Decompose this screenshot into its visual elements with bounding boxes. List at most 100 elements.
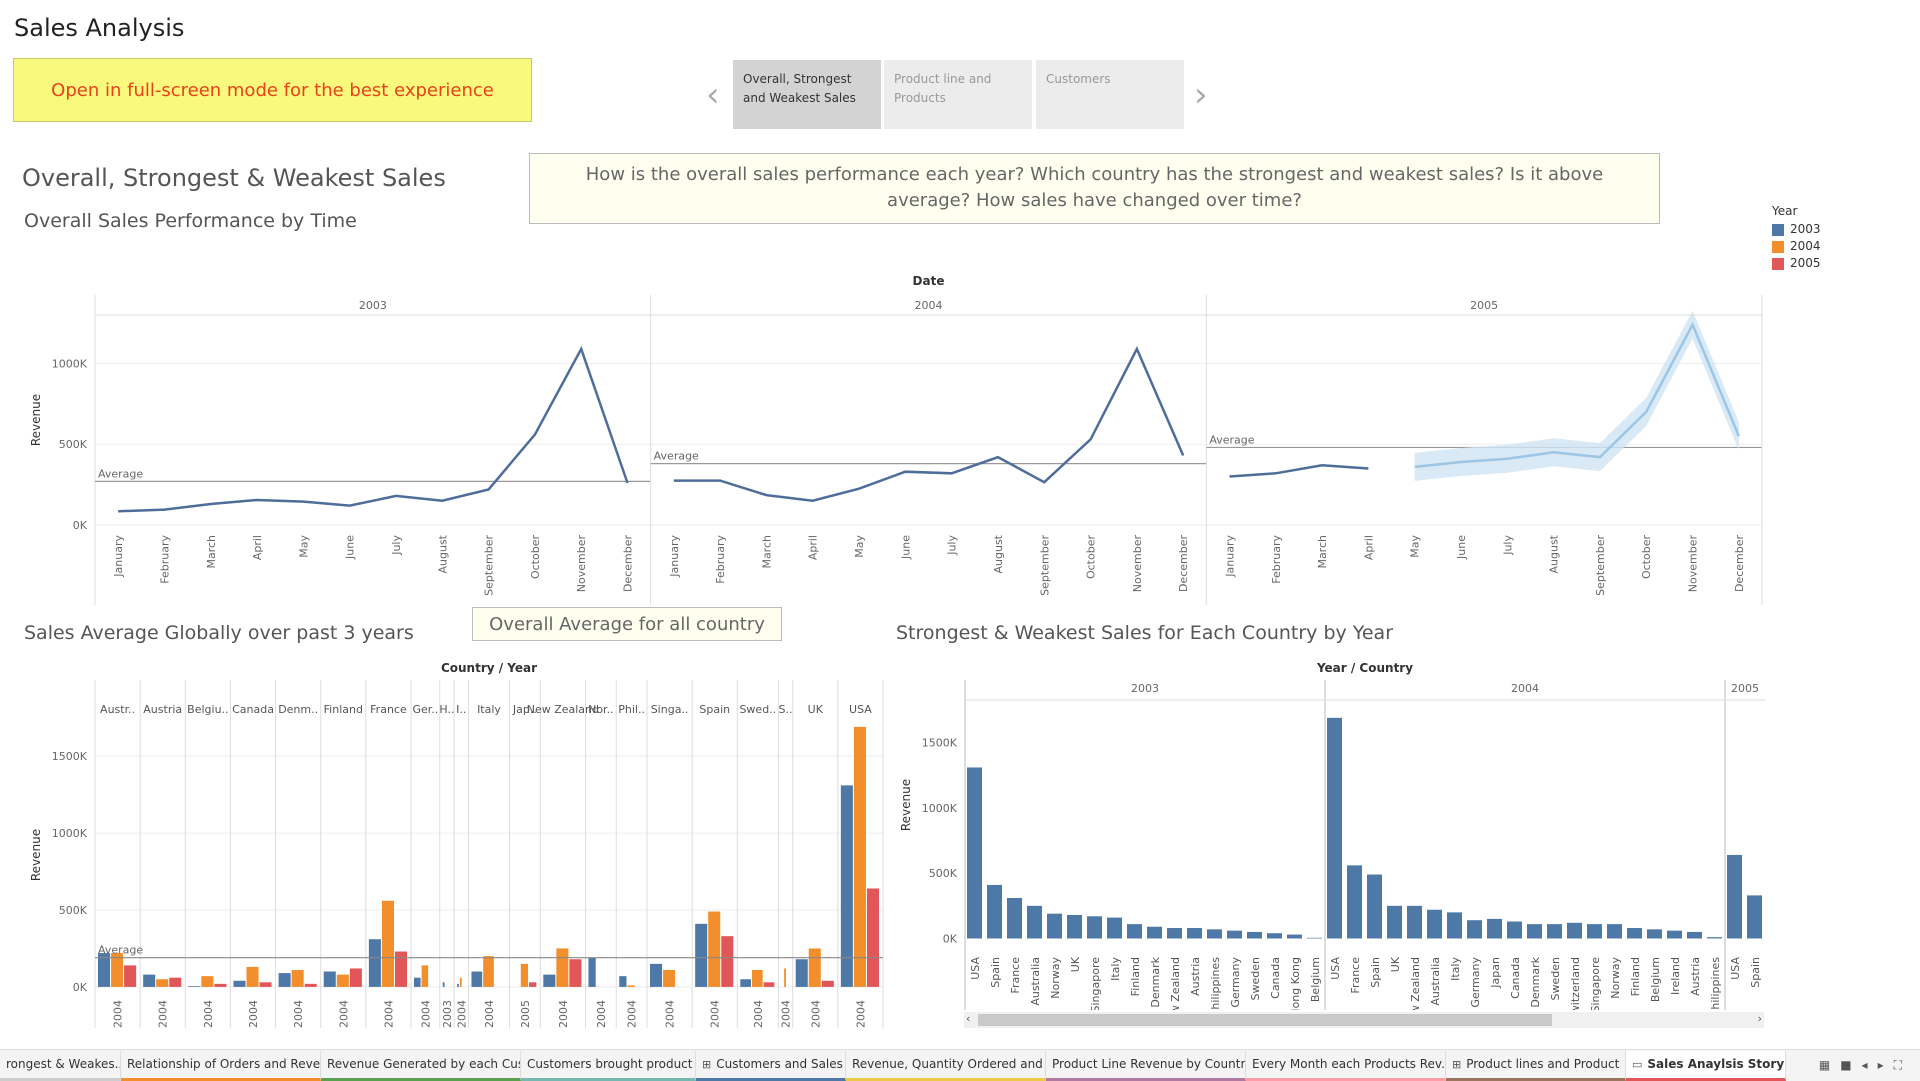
tab-product-line-country[interactable]: Product Line Revenue by Country: [1046, 1050, 1246, 1081]
tab-product-lines[interactable]: ⊞ Product lines and Product: [1446, 1050, 1626, 1081]
x-tick-label: November: [575, 535, 588, 593]
year-tick-label: 2004: [419, 1000, 432, 1028]
bar-2003-Hong Kong: [1287, 934, 1302, 939]
country-tick-label: Japan: [1489, 957, 1502, 989]
tab-monthly-products[interactable]: Every Month each Products Rev...: [1246, 1050, 1446, 1081]
tab-controls[interactable]: ▦■◂▸⛶: [1818, 1058, 1912, 1072]
tab-customers-product[interactable]: Customers brought product: [521, 1050, 696, 1081]
country-tick-label: Belgium: [1309, 957, 1322, 1002]
country-header: Ger..: [412, 703, 438, 716]
revenue-line-2005: [1229, 463, 1369, 478]
panel-header: 2003: [359, 299, 387, 312]
country-tick-label: USA: [1729, 957, 1742, 980]
bar-2003-Sweden: [1247, 931, 1262, 939]
country-header: New Zealand: [527, 703, 599, 716]
bar-Canada-2003: [233, 980, 246, 987]
question-box: How is the overall sales performance eac…: [529, 153, 1660, 224]
x-tick-label: June: [344, 535, 357, 560]
scroll-left-icon[interactable]: ‹: [966, 1012, 971, 1025]
country-header: UK: [808, 703, 824, 716]
country-tick-label: Italy: [1449, 957, 1462, 981]
y-tick-label: 1000K: [52, 827, 88, 840]
country-header: Finland: [324, 703, 363, 716]
bar-New Zealand-2005: [569, 959, 582, 987]
country-header: Nor..: [588, 703, 613, 716]
country-tick-label: USA: [1329, 957, 1342, 980]
country-tick-label: Norway: [1609, 957, 1622, 999]
x-tick-label: May: [853, 535, 866, 558]
country-tick-label: Switzerland: [1569, 957, 1582, 1010]
country-tick-label: Spain: [1369, 957, 1382, 988]
tab-orders-revenue[interactable]: Relationship of Orders and Reve...: [121, 1050, 321, 1081]
story-point-product-line[interactable]: Product line and Products: [884, 60, 1032, 129]
bar-Denm..-2004: [291, 970, 304, 987]
bar-chart-sales-average: Country / Year Revenue 0K 500K 1000K 1500K Aus…: [29, 661, 884, 1028]
panel-header: 2004: [1511, 682, 1539, 695]
bar-2004-Belgium: [1647, 929, 1662, 939]
bar-2003-Philippines: [1207, 929, 1222, 939]
year-tick-label: 2004: [382, 1000, 395, 1028]
legend-item-2004[interactable]: 2004: [1772, 239, 1821, 253]
bar-Singa..-2004: [663, 970, 676, 987]
bar-2003-Austria: [1187, 928, 1202, 939]
bar-2003-Finland: [1127, 924, 1142, 939]
bar-I..-2004: [459, 977, 462, 987]
x-tick-label: January: [1223, 535, 1236, 578]
horizontal-scrollbar[interactable]: ‹ ›: [964, 1012, 1764, 1028]
country-tick-label: Hong Kong: [1289, 957, 1302, 1010]
bar-Austria-2005: [169, 977, 182, 987]
x-tick-label: April: [251, 535, 264, 560]
bar-Austr..-2003: [98, 953, 111, 987]
chevron-right-icon[interactable]: ›: [1194, 75, 1208, 115]
story-point-overall[interactable]: Overall, Strongest and Weakest Sales: [733, 60, 881, 129]
bar-2004-Philippines: [1707, 937, 1722, 939]
chevron-left-icon[interactable]: ‹: [706, 75, 720, 115]
y-tick-label: 1000K: [52, 357, 88, 370]
line-chart-overall-sales: Date Revenue 0K 500K 1000K 2003 January Februar…: [29, 274, 1763, 605]
bar-2004-Norway: [1607, 924, 1622, 939]
tab-label: Customers and Sales: [716, 1057, 843, 1071]
y-tick-label: 1500K: [922, 737, 958, 750]
bar-2003-France: [1007, 898, 1022, 939]
story-point-customers[interactable]: Customers: [1036, 60, 1184, 129]
bar-USA-2003: [840, 785, 853, 987]
legend-item-2005[interactable]: 2005: [1772, 256, 1821, 270]
bar-2004-Singapore: [1587, 924, 1602, 939]
bar-France-2003: [368, 939, 381, 987]
x-tick-label: January: [112, 535, 125, 578]
country-tick-label: Philippines: [1709, 957, 1722, 1010]
country-header: S..: [779, 703, 793, 716]
year-tick-label: 2004: [247, 1000, 260, 1028]
bar-2003-UK: [1067, 914, 1082, 939]
bar-Austria-2004: [156, 979, 169, 987]
tab-strongest-weakest[interactable]: rongest & Weakes...: [0, 1050, 121, 1081]
x-tick-label: April: [807, 535, 820, 560]
tab-revenue-by-customer[interactable]: Revenue Generated by each Cus...: [321, 1050, 521, 1081]
scroll-thumb[interactable]: [978, 1014, 1552, 1026]
overall-average-button[interactable]: Overall Average for all country: [472, 607, 782, 641]
bar-Belgiu..-2004: [201, 976, 214, 987]
legend-swatch: [1772, 223, 1784, 236]
tab-label: Sales Anaylsis Story: [1647, 1057, 1785, 1071]
tab-customers-sales[interactable]: ⊞ Customers and Sales: [696, 1050, 846, 1081]
tab-revenue-quantity[interactable]: Revenue, Quantity Ordered and ...: [846, 1050, 1046, 1081]
scroll-right-icon[interactable]: ›: [1757, 1012, 1762, 1025]
x-tick-label: September: [483, 535, 496, 596]
x-tick-label: October: [1085, 535, 1098, 579]
legend-item-2003[interactable]: 2003: [1772, 222, 1821, 236]
x-tick-label: April: [1362, 535, 1375, 560]
country-header: Austria: [143, 703, 182, 716]
country-header: H..: [439, 703, 454, 716]
bar-2003-Norway: [1047, 913, 1062, 939]
bar-2004-Ireland: [1667, 930, 1682, 939]
legend-label: 2005: [1790, 256, 1821, 270]
x-tick-label: May: [297, 535, 310, 558]
bar-France-2004: [381, 900, 394, 987]
bar-2004-Finland: [1627, 928, 1642, 939]
panel-header: 2005: [1731, 682, 1759, 695]
bar-2004-Switzerland: [1567, 922, 1582, 939]
country-tick-label: Austria: [1689, 957, 1702, 996]
bar-2003-New Zealand: [1167, 928, 1182, 939]
tab-sales-analysis-story[interactable]: ▭ Sales Anaylsis Story: [1626, 1050, 1786, 1081]
year-tick-label: 2004: [626, 1000, 639, 1028]
